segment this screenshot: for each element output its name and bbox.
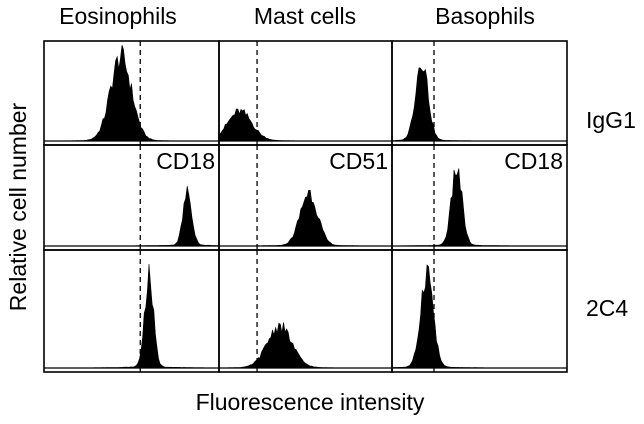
histogram-r1-c1 [218,189,393,247]
row-label-2c4: 2C4 [586,295,628,321]
row-label-igg1: IgG1 [586,107,636,133]
column-label-basophils: Basophils [435,3,535,29]
panel-frame-r2-c1 [218,249,393,373]
marker-label-r1-c1: CD51 [329,148,388,174]
histogram-r2-c2 [391,264,567,369]
histogram-panels: CD18 CD51 CD18 [43,40,568,373]
x-axis-label: Fluorescence intensity [196,389,425,415]
histogram-r1-c2 [391,168,567,247]
histogram-r2-c1 [218,322,392,369]
histogram-r0-c0 [43,45,220,142]
histogram-r1-c0 [44,186,220,247]
histogram-r0-c1 [218,108,392,142]
column-label-eosinophils: Eosinophils [59,3,177,29]
panel-frame-r2-c2 [391,249,568,373]
marker-label-r1-c0: CD18 [156,148,215,174]
marker-label-r1-c2: CD18 [504,148,563,174]
panel-frame-r2-c0 [43,249,220,373]
y-axis-label: Relative cell number [5,102,31,311]
column-label-mast-cells: Mast cells [254,3,356,29]
histogram-r2-c0 [44,263,220,369]
histogram-r0-c2 [391,67,567,142]
